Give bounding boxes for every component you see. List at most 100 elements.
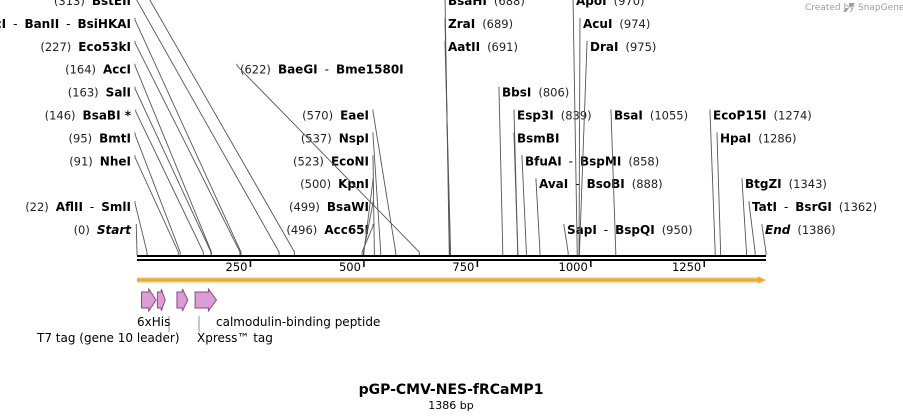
site-label[interactable]: BbsI (806) [502, 86, 569, 100]
site-3[interactable]: (95) BmtI [69, 131, 181, 255]
site-label[interactable]: SapI - BspQI (950) [567, 223, 693, 237]
feature-3[interactable]: calmodulin-binding peptide [194, 287, 380, 329]
plasmid-title: pGP-CMV-NES-fRCaMP1 [359, 382, 544, 398]
site-label[interactable]: AatII (691) [448, 40, 518, 54]
feature-arrow[interactable] [141, 287, 157, 313]
cut-line [498, 86, 504, 255]
site-label[interactable]: (500) KpnI [300, 177, 369, 191]
feature-2[interactable]: Xpress™ tag [176, 288, 273, 345]
site-label[interactable]: (622) BaeGI - Bme1580I [240, 63, 404, 77]
site-label[interactable]: (496) Acc65I [286, 223, 369, 237]
site-label[interactable]: EcoP15I (1274) [713, 109, 812, 123]
cut-line [361, 224, 374, 255]
site-label[interactable]: DraI (975) [590, 40, 656, 54]
site-label[interactable]: AcuI (974) [583, 17, 650, 31]
site-21[interactable]: BbsI (806) [498, 86, 569, 255]
site-label[interactable]: BsaI (1055) [614, 109, 688, 123]
site-label[interactable]: (146) BsaBI * [45, 109, 132, 123]
site-label[interactable]: (570) EaeI [302, 109, 369, 123]
site-label[interactable]: (523) EcoNI [293, 154, 369, 168]
cut-line [444, 0, 450, 255]
site-32[interactable]: HpaI (1286) [716, 131, 796, 255]
cut-line [563, 224, 569, 255]
site-30[interactable]: BsaI (1055) [610, 109, 688, 256]
site-label[interactable]: BtgZI (1343) [745, 177, 827, 191]
site-17[interactable]: (622) BaeGI - Bme1580I [236, 63, 420, 255]
enzyme-name: BsrGI [795, 200, 832, 214]
site-label[interactable]: ApoI (970) [576, 0, 645, 8]
feature-arrow[interactable] [156, 288, 166, 312]
site-14[interactable]: (523) EcoNI [293, 154, 375, 255]
site-2[interactable]: (91) NheI [69, 154, 179, 255]
site-label[interactable]: BsmBI [517, 131, 559, 145]
site-28[interactable]: AcuI (974) [578, 17, 650, 255]
site-label[interactable]: (91) NheI [69, 154, 131, 168]
tick-label: 1250 [672, 260, 701, 274]
site-16[interactable]: (570) EaeI [302, 109, 397, 256]
site-label[interactable]: End (1386) [765, 223, 836, 237]
feature-0[interactable]: T7 tag (gene 10 leader) [36, 287, 180, 345]
site-25[interactable]: AvaI - BsoBI (888) [535, 177, 663, 255]
cut-position: (523) [293, 154, 324, 168]
cut-line [134, 132, 181, 255]
site-6[interactable]: (164) AccI [65, 63, 212, 255]
site-13[interactable]: (500) KpnI [300, 177, 374, 255]
site-7[interactable]: (227) Eco53kI [40, 40, 241, 255]
site-24[interactable]: BfuAI - BspMI (858) [521, 154, 659, 255]
site-label[interactable]: (22) AflII - SmlI [25, 200, 131, 214]
feature-arrow[interactable] [176, 288, 189, 312]
site-label[interactable]: (537) NspI [301, 131, 369, 145]
cut-line [134, 17, 242, 255]
site-0[interactable]: (0) Start [74, 223, 138, 255]
site-5[interactable]: (163) SalI [68, 86, 212, 255]
tick-label: 1000 [559, 260, 588, 274]
site-9[interactable]: (313) BstEII [54, 0, 280, 255]
site-label[interactable]: (164) AccI [65, 63, 131, 77]
site-33[interactable]: BtgZI (1343) [741, 177, 827, 255]
site-29[interactable]: DraI (975) [579, 40, 656, 255]
feature-1[interactable]: 6xHis [137, 288, 178, 329]
site-label[interactable]: (227) Eco53kI [40, 40, 131, 54]
site-label[interactable]: TatI - BsrGI (1362) [752, 200, 877, 214]
cut-line [363, 201, 374, 255]
site-label[interactable]: (163) SalI [68, 86, 131, 100]
site-8[interactable]: (229)SacI-BanII-BsiHKAI [0, 17, 242, 255]
cut-position: (950) [662, 223, 693, 237]
orf-arrow[interactable] [137, 276, 766, 284]
site-15[interactable]: (537) NspI [301, 131, 382, 255]
separator: - [325, 63, 329, 77]
site-label[interactable]: Esp3I (839) [517, 109, 592, 123]
site-27[interactable]: ApoI (970) [572, 0, 645, 255]
site-26[interactable]: SapI - BspQI (950) [563, 223, 693, 255]
site-label[interactable]: BfuAI - BspMI (858) [525, 154, 659, 168]
enzyme-name: ZraI [448, 17, 475, 31]
site-label[interactable]: (499) BsaWI [289, 200, 369, 214]
site-35[interactable]: End (1386) [761, 223, 836, 255]
separator: - [784, 200, 788, 214]
enzyme-name: BsaBI * [83, 109, 132, 123]
site-23[interactable]: BsmBI [513, 131, 559, 255]
site-12[interactable]: (499) BsaWI [289, 200, 374, 255]
cut-position: (164) [65, 63, 96, 77]
enzyme-name: BsaWI [327, 200, 369, 214]
dna-backbone [137, 255, 766, 261]
feature-arrow[interactable] [194, 287, 218, 313]
site-1[interactable]: (22) AflII - SmlI [25, 200, 148, 255]
site-label[interactable]: (95) BmtI [69, 131, 131, 145]
site-label[interactable]: ZraI (689) [448, 17, 513, 31]
site-4[interactable]: (146) BsaBI * [45, 109, 204, 256]
site-31[interactable]: EcoP15I (1274) [709, 109, 812, 256]
site-label[interactable]: AvaI - BsoBI (888) [539, 177, 663, 191]
site-label[interactable]: HpaI (1286) [720, 131, 796, 145]
tick-label: 250 [226, 260, 248, 274]
site-label[interactable]: (0) Start [74, 223, 133, 237]
site-18[interactable]: AatII (691) [444, 40, 518, 255]
site-20[interactable]: BsaHI (688) [444, 0, 525, 255]
site-11[interactable]: (496) Acc65I [286, 223, 374, 255]
site-34[interactable]: TatI - BsrGI (1362) [748, 200, 877, 255]
site-label[interactable]: BsaHI (688) [448, 0, 525, 8]
site-label[interactable]: (313) BstEII [54, 0, 131, 8]
site-10[interactable]: (347)BsrBI [57, 0, 295, 255]
site-label[interactable]: (229)SacI-BanII-BsiHKAI [0, 17, 131, 31]
enzyme-name: Esp3I [517, 109, 554, 123]
